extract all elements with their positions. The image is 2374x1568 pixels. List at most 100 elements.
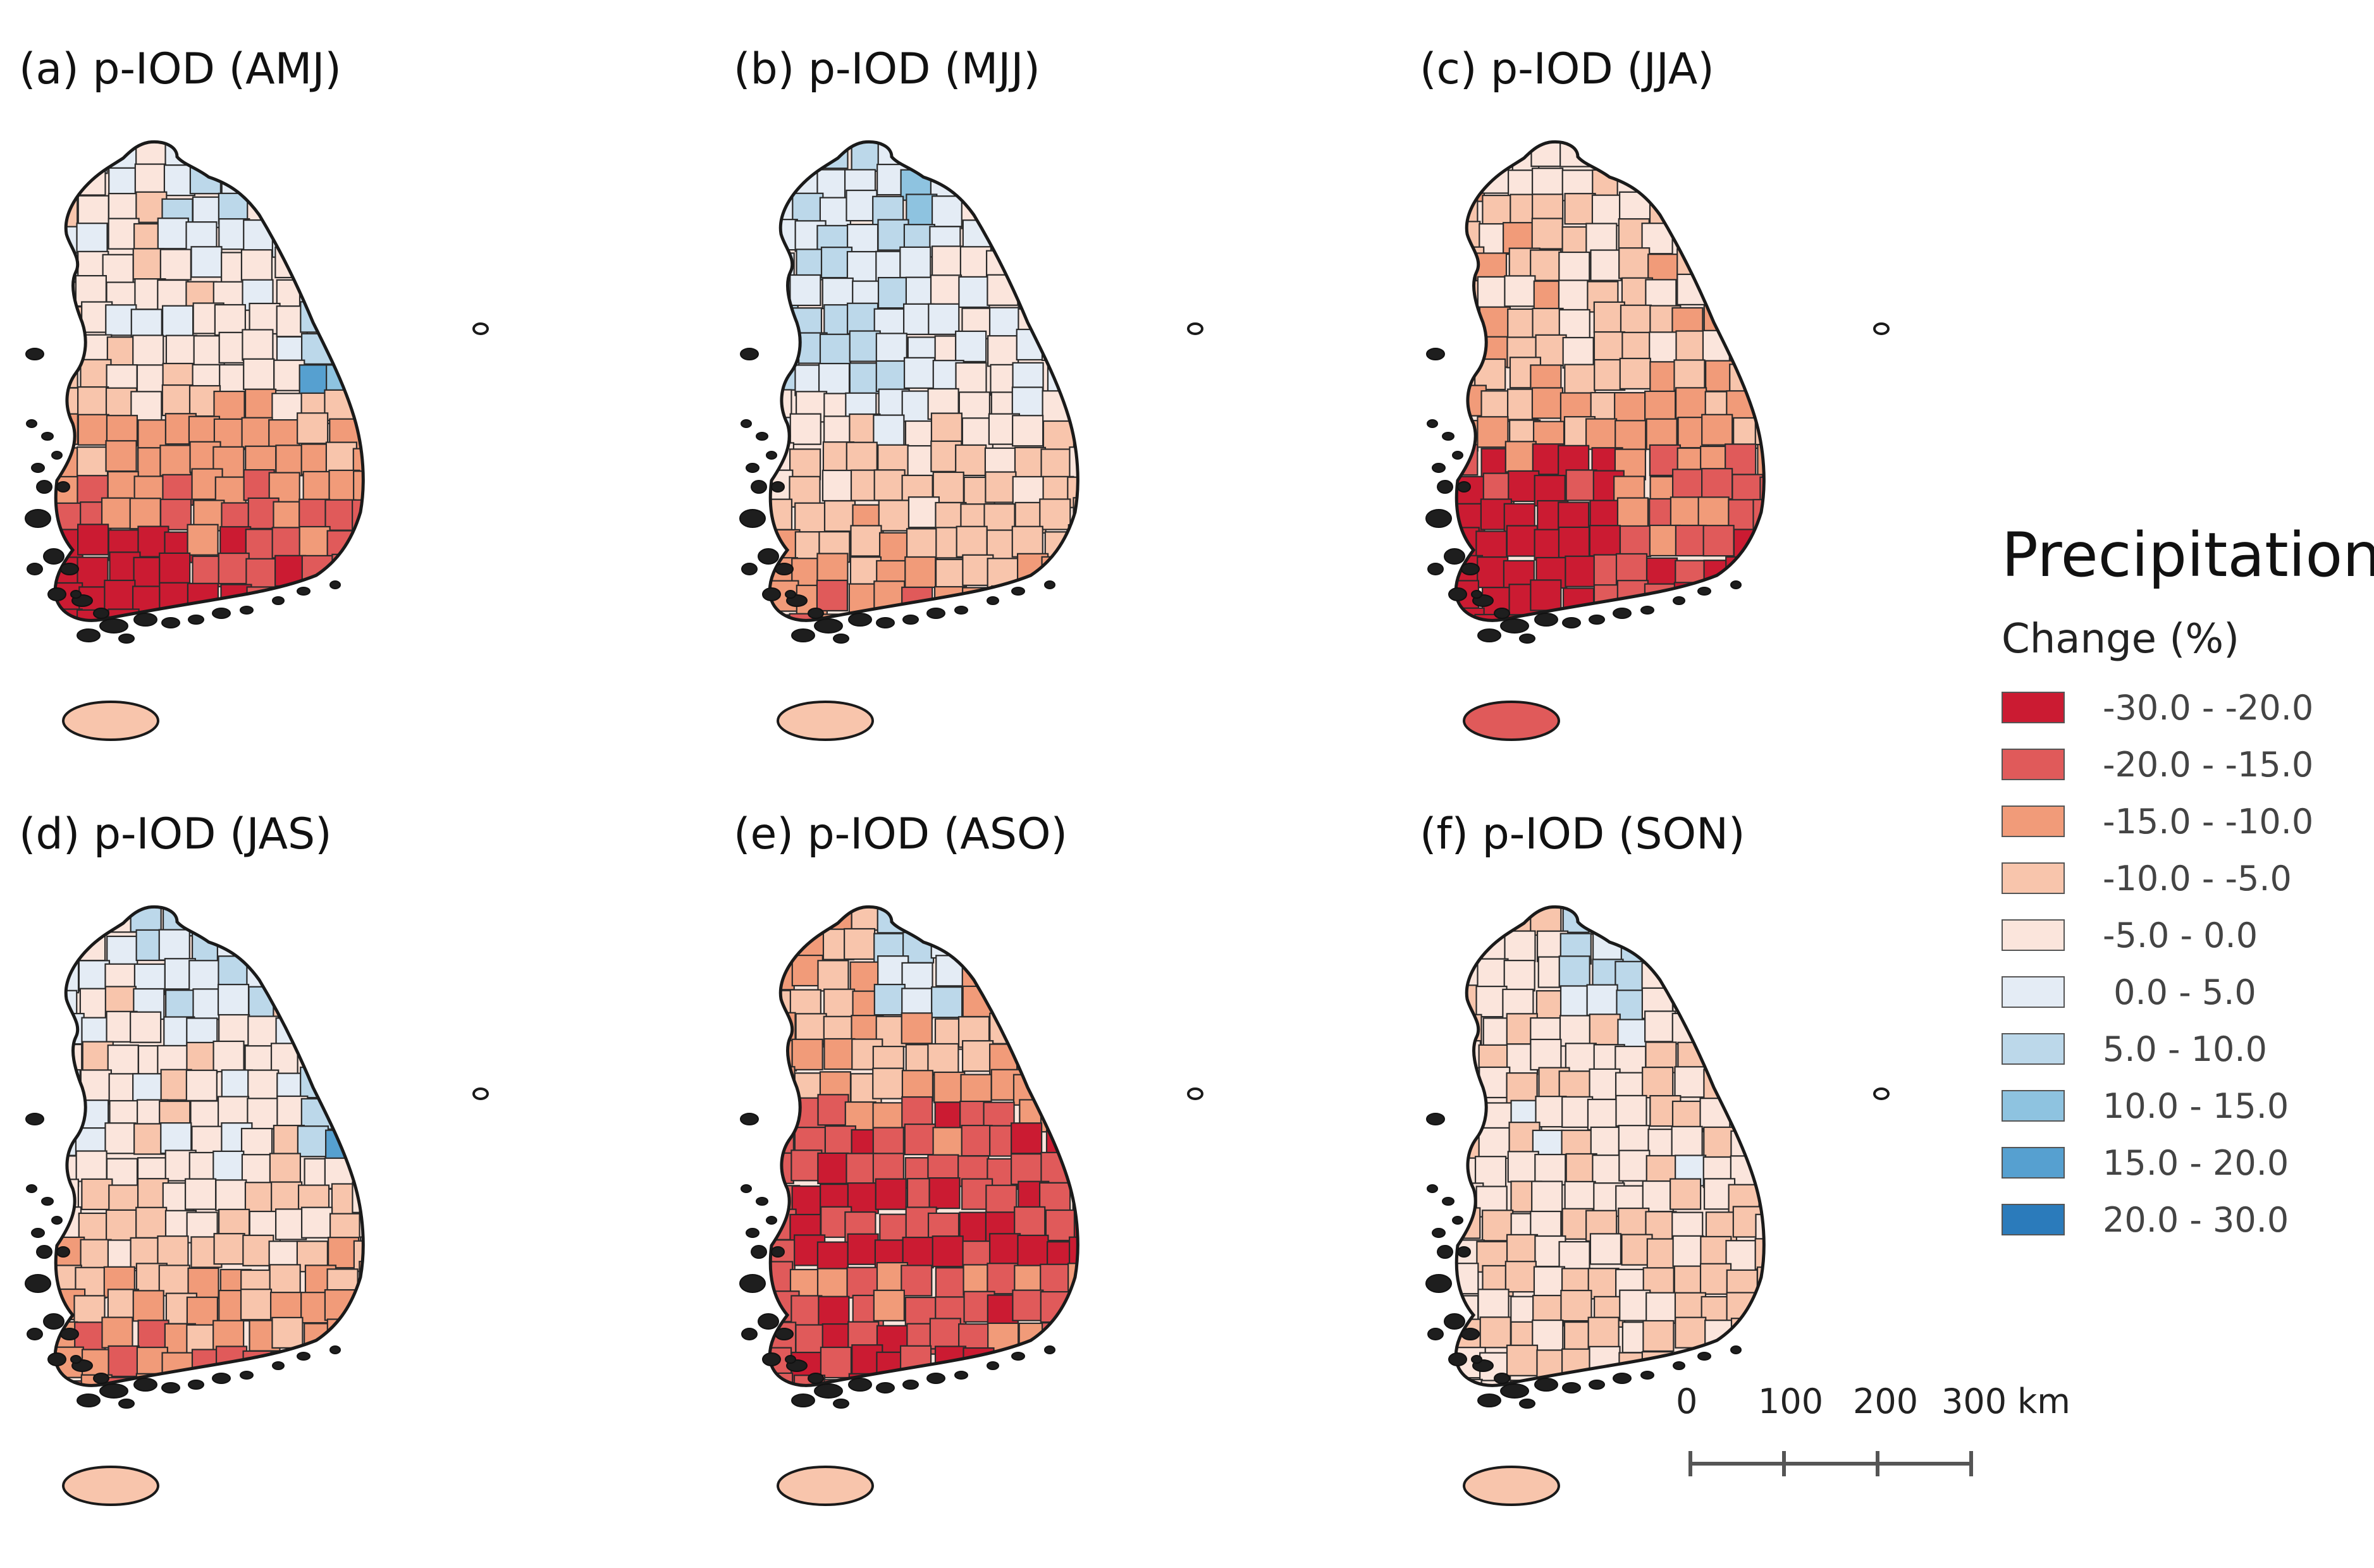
island	[987, 1361, 999, 1370]
district	[904, 907, 937, 932]
district	[1670, 1178, 1702, 1210]
district	[931, 986, 963, 1019]
island	[31, 1228, 45, 1238]
district	[1788, 1151, 1819, 1182]
district	[1789, 331, 1819, 362]
district	[1558, 251, 1590, 284]
district	[963, 608, 995, 621]
district	[1561, 639, 1592, 670]
district	[135, 142, 168, 166]
district	[1728, 162, 1761, 194]
island	[1425, 509, 1452, 528]
district	[1755, 587, 1764, 620]
district	[1701, 142, 1733, 168]
district	[1585, 418, 1618, 450]
district	[770, 1152, 794, 1184]
district	[1727, 611, 1759, 621]
district	[330, 168, 362, 200]
legend-swatch	[2002, 1204, 2065, 1235]
district	[1755, 280, 1764, 312]
district	[1559, 985, 1592, 1017]
district	[161, 305, 194, 337]
district	[1783, 555, 1814, 585]
district	[1480, 644, 1511, 674]
island	[240, 606, 254, 615]
island	[1471, 1355, 1482, 1364]
district	[984, 168, 1017, 200]
district	[963, 1408, 993, 1438]
island	[47, 1352, 66, 1366]
district	[352, 1375, 364, 1386]
district	[818, 362, 851, 395]
district	[875, 360, 907, 393]
island	[1457, 1246, 1471, 1258]
district	[165, 334, 198, 367]
district	[75, 1150, 108, 1182]
island	[1448, 1352, 1467, 1366]
district	[1072, 1292, 1078, 1325]
panel-title: (a) p-IOD (AMJ)	[19, 44, 341, 94]
district	[959, 142, 992, 174]
district	[1565, 555, 1597, 587]
island	[25, 1274, 51, 1293]
district	[1614, 392, 1646, 424]
district	[850, 525, 882, 557]
district	[1647, 142, 1680, 175]
district	[899, 246, 932, 279]
district	[107, 1044, 139, 1077]
district	[1702, 907, 1735, 931]
district	[1532, 307, 1564, 340]
district	[1726, 248, 1759, 281]
district	[930, 412, 963, 444]
district	[1504, 930, 1536, 962]
district	[77, 386, 109, 419]
island	[93, 608, 109, 619]
jeju-island	[1463, 701, 1560, 741]
district	[301, 640, 331, 671]
island	[77, 628, 101, 642]
island	[785, 590, 796, 599]
district	[849, 642, 880, 672]
district	[244, 388, 277, 420]
district	[770, 933, 794, 965]
district	[1592, 1402, 1623, 1433]
district	[243, 643, 274, 673]
district	[354, 907, 364, 938]
district	[135, 1206, 168, 1239]
district	[1017, 1345, 1049, 1378]
legend-swatch	[2002, 805, 2065, 837]
district	[355, 1016, 364, 1048]
district	[1760, 1322, 1764, 1354]
island	[1697, 1352, 1711, 1361]
district	[1790, 252, 1820, 283]
island	[161, 617, 180, 628]
district	[770, 1099, 797, 1132]
district	[356, 385, 364, 417]
district	[1697, 962, 1730, 995]
district	[1098, 934, 1129, 964]
district	[819, 333, 852, 365]
district	[1671, 931, 1704, 963]
district	[271, 927, 304, 959]
district	[1456, 142, 1485, 171]
district	[935, 1267, 968, 1299]
district	[1040, 281, 1073, 313]
district	[1533, 1407, 1563, 1437]
district	[1703, 190, 1735, 223]
island	[1425, 1274, 1452, 1293]
island	[1442, 1197, 1455, 1206]
district	[770, 498, 793, 530]
district	[1615, 142, 1647, 170]
choropleth-map	[739, 140, 1203, 741]
district	[1789, 282, 1819, 312]
district	[1018, 957, 1050, 989]
district	[1451, 1403, 1482, 1433]
island	[814, 618, 843, 634]
district	[1068, 388, 1078, 420]
district	[931, 245, 964, 278]
district	[1102, 985, 1132, 1015]
district	[388, 443, 418, 473]
district	[1787, 615, 1817, 645]
district	[1590, 142, 1623, 167]
district	[1069, 556, 1078, 589]
